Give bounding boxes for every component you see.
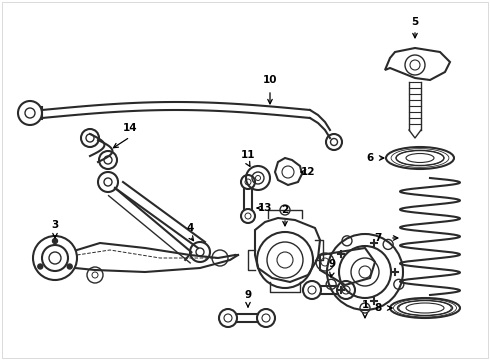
Text: 9: 9 [328, 259, 336, 269]
Text: 14: 14 [122, 123, 137, 133]
Text: 2: 2 [281, 205, 289, 215]
Text: 9: 9 [245, 290, 251, 300]
Circle shape [52, 239, 57, 243]
Text: 11: 11 [241, 150, 255, 160]
Text: 12: 12 [301, 167, 315, 177]
Text: 10: 10 [263, 75, 277, 85]
Text: 13: 13 [258, 203, 272, 213]
Text: 6: 6 [367, 153, 373, 163]
Circle shape [38, 264, 43, 269]
Text: 1: 1 [361, 300, 368, 310]
Text: 3: 3 [51, 220, 59, 230]
Text: 5: 5 [412, 17, 418, 27]
Circle shape [67, 264, 72, 269]
Text: 8: 8 [374, 303, 382, 313]
Text: 4: 4 [186, 223, 194, 233]
Text: 7: 7 [374, 233, 382, 243]
